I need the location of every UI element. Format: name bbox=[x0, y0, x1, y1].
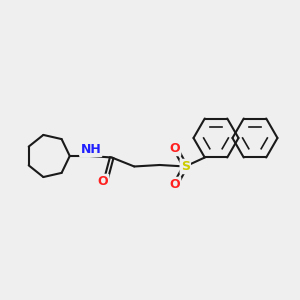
Text: S: S bbox=[181, 160, 190, 173]
Text: O: O bbox=[169, 142, 180, 155]
Text: NH: NH bbox=[80, 143, 101, 156]
Text: O: O bbox=[98, 175, 108, 188]
Text: O: O bbox=[169, 178, 180, 191]
